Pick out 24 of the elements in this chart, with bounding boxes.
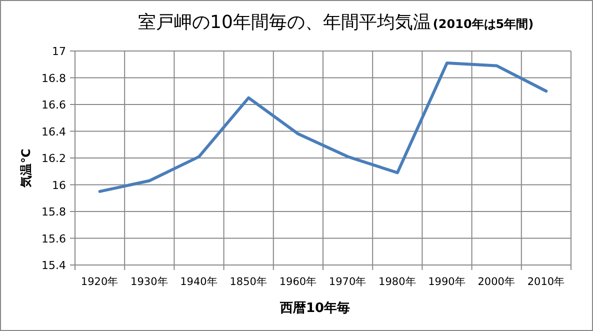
y-tick-label: 17	[52, 45, 66, 58]
x-tick-label: 1940年	[180, 276, 218, 288]
x-tick-label: 1970年	[328, 276, 367, 288]
x-tick-label: 1990年	[428, 276, 466, 288]
x-tick-label: 1960年	[279, 276, 318, 288]
y-tick-label: 15.6	[42, 232, 66, 246]
chart-title: 室戸岬の10年間毎の、年間平均気温	[138, 12, 431, 33]
line-series	[98, 62, 548, 193]
x-tick-label: 2000年	[478, 276, 516, 288]
y-tick-label: 15.8	[42, 206, 66, 218]
y-tick-label: 16.2	[42, 152, 66, 165]
y-tick-label: 16.4	[42, 125, 66, 138]
y-tick-label: 16.6	[42, 98, 66, 112]
x-axis-title: 西暦10年毎	[278, 301, 350, 316]
x-tick-label: 1980年	[378, 276, 416, 288]
x-tick-label: 1920年	[80, 276, 119, 288]
y-axis-title: 気温℃	[19, 148, 33, 188]
x-tick-label: 1850年	[230, 276, 268, 288]
y-tick-label: 16.8	[42, 72, 66, 85]
x-tick-label: 2010年	[527, 276, 566, 288]
y-tick-label: 16	[52, 178, 66, 192]
x-tick-label: 1930年	[130, 276, 168, 288]
y-tick-label: 15.4	[42, 259, 66, 272]
chart-subtitle: (2010年は5年間)	[432, 17, 534, 31]
